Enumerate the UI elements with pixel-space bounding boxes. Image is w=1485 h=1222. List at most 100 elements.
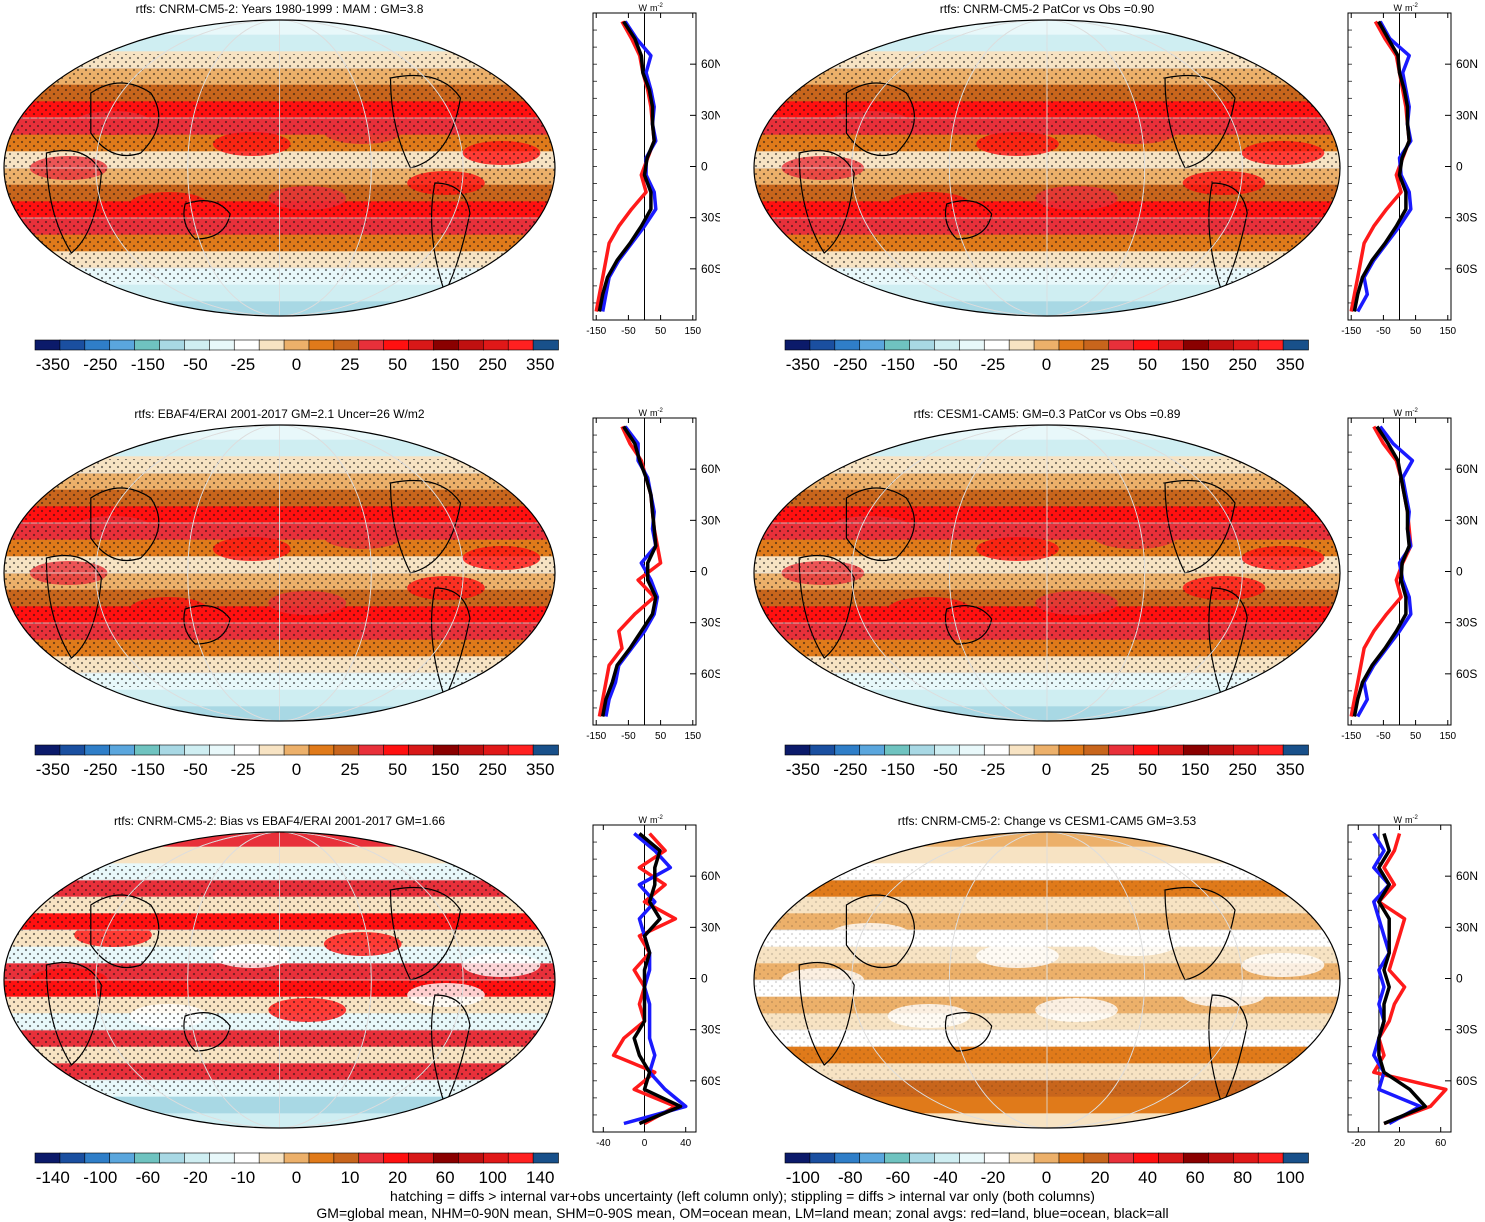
colorbar-swatch <box>234 340 259 350</box>
colorbar-swatch <box>810 1153 835 1163</box>
colorbar-swatch <box>1208 340 1233 350</box>
colorbar-swatch <box>384 745 409 755</box>
colorbar-swatch <box>1159 340 1184 350</box>
colorbar-tick-label: 0 <box>292 355 301 374</box>
colorbar-tick-label: 80 <box>1233 1168 1252 1187</box>
colorbar-swatch <box>458 745 483 755</box>
lat-tick-label: 30N <box>701 920 720 934</box>
colorbar-swatch <box>1183 1153 1208 1163</box>
colorbar-swatch <box>433 340 458 350</box>
colorbar-tick-label: -60 <box>886 1168 911 1187</box>
colorbar-tick-label: 140 <box>526 1168 554 1187</box>
colorbar-swatch <box>785 745 810 755</box>
colorbar-swatch <box>35 745 60 755</box>
colorbar-swatch <box>309 340 334 350</box>
colorbar-swatch <box>1283 745 1308 755</box>
colorbar-tick-label: 0 <box>1042 355 1051 374</box>
colorbar-swatch <box>483 745 508 755</box>
footer-note-means: GM=global mean, NHM=0-90N mean, SHM=0-90… <box>0 1205 1485 1222</box>
x-tick-label: 50 <box>655 731 667 742</box>
colorbar-swatch <box>810 745 835 755</box>
colorbar-swatch <box>860 1153 885 1163</box>
x-tick-label: 50 <box>655 326 667 337</box>
lat-tick-label: 30S <box>1456 1023 1477 1037</box>
colorbar-swatch <box>284 340 309 350</box>
colorbar-tick-label: -20 <box>183 1168 208 1187</box>
colorbar-swatch <box>533 340 558 350</box>
colorbar-swatch <box>1084 340 1109 350</box>
lat-tick-label: 0 <box>1456 160 1463 174</box>
lat-tick-label: 60S <box>701 262 720 276</box>
colorbar-swatch <box>1134 745 1159 755</box>
colorbar-tick-label: -350 <box>36 760 70 779</box>
colorbar-tick-label: 250 <box>478 355 506 374</box>
colorbar-swatch <box>334 340 359 350</box>
colorbar-swatch <box>433 745 458 755</box>
lat-tick-label: 60S <box>1456 667 1477 681</box>
colorbar-swatch <box>1233 1153 1258 1163</box>
colorbar-swatch <box>533 745 558 755</box>
colorbar-swatch <box>1159 1153 1184 1163</box>
colorbar-tick-label: -10 <box>231 1168 256 1187</box>
colorbar-tick-label: 350 <box>526 760 554 779</box>
colorbar-swatch <box>934 745 959 755</box>
colorbar-swatch <box>785 1153 810 1163</box>
colorbar-swatch <box>1183 340 1208 350</box>
colorbar-swatch <box>184 1153 209 1163</box>
colorbar-swatch <box>359 745 384 755</box>
colorbar-tick-label: 350 <box>1276 760 1304 779</box>
colorbar-tick-label: 25 <box>1091 355 1110 374</box>
colorbar-tick-label: -150 <box>131 760 165 779</box>
colorbar-tick-label: -350 <box>786 760 820 779</box>
colorbar-swatch <box>1208 1153 1233 1163</box>
colorbar-swatch <box>483 340 508 350</box>
colorbar-tick-label: -20 <box>981 1168 1006 1187</box>
colorbar-tick-label: 50 <box>1138 355 1157 374</box>
x-tick-label: 150 <box>684 326 701 337</box>
colorbar-tick-label: 60 <box>1186 1168 1205 1187</box>
lat-tick-label: 30N <box>701 108 720 122</box>
lat-tick-label: 60S <box>701 1074 720 1088</box>
x-tick-label: -150 <box>586 326 606 337</box>
colorbar-tick-label: -25 <box>231 355 256 374</box>
colorbar-swatch <box>1084 1153 1109 1163</box>
x-tick-label: -50 <box>621 731 636 742</box>
colorbar-swatch <box>234 1153 259 1163</box>
lat-tick-label: 60N <box>1456 462 1478 476</box>
x-tick-label: 150 <box>1439 326 1456 337</box>
colorbar-swatch <box>835 340 860 350</box>
colorbar-swatch <box>860 340 885 350</box>
colorbar-tick-label: 20 <box>1091 1168 1110 1187</box>
colorbar-swatch <box>959 1153 984 1163</box>
colorbar-tick-label: 150 <box>1181 760 1209 779</box>
colorbar-swatch <box>508 745 533 755</box>
x-tick-label: -150 <box>1341 326 1361 337</box>
colorbar-swatch <box>160 340 185 350</box>
colorbar-swatch <box>533 1153 558 1163</box>
colorbar-tick-label: -50 <box>933 355 958 374</box>
colorbar-swatch <box>959 340 984 350</box>
x-tick-label: 150 <box>1439 731 1456 742</box>
colorbar-swatch <box>259 1153 284 1163</box>
lat-tick-label: 0 <box>701 565 708 579</box>
colorbar-swatch <box>934 340 959 350</box>
colorbar-swatch <box>384 1153 409 1163</box>
lat-tick-label: 60S <box>1456 262 1477 276</box>
colorbar-tick-label: 250 <box>478 760 506 779</box>
colorbar-swatch <box>860 745 885 755</box>
colorbar-tick-label: 60 <box>436 1168 455 1187</box>
colorbar-swatch <box>1109 340 1134 350</box>
colorbar-tick-label: -140 <box>36 1168 70 1187</box>
colorbar-swatch <box>984 745 1009 755</box>
